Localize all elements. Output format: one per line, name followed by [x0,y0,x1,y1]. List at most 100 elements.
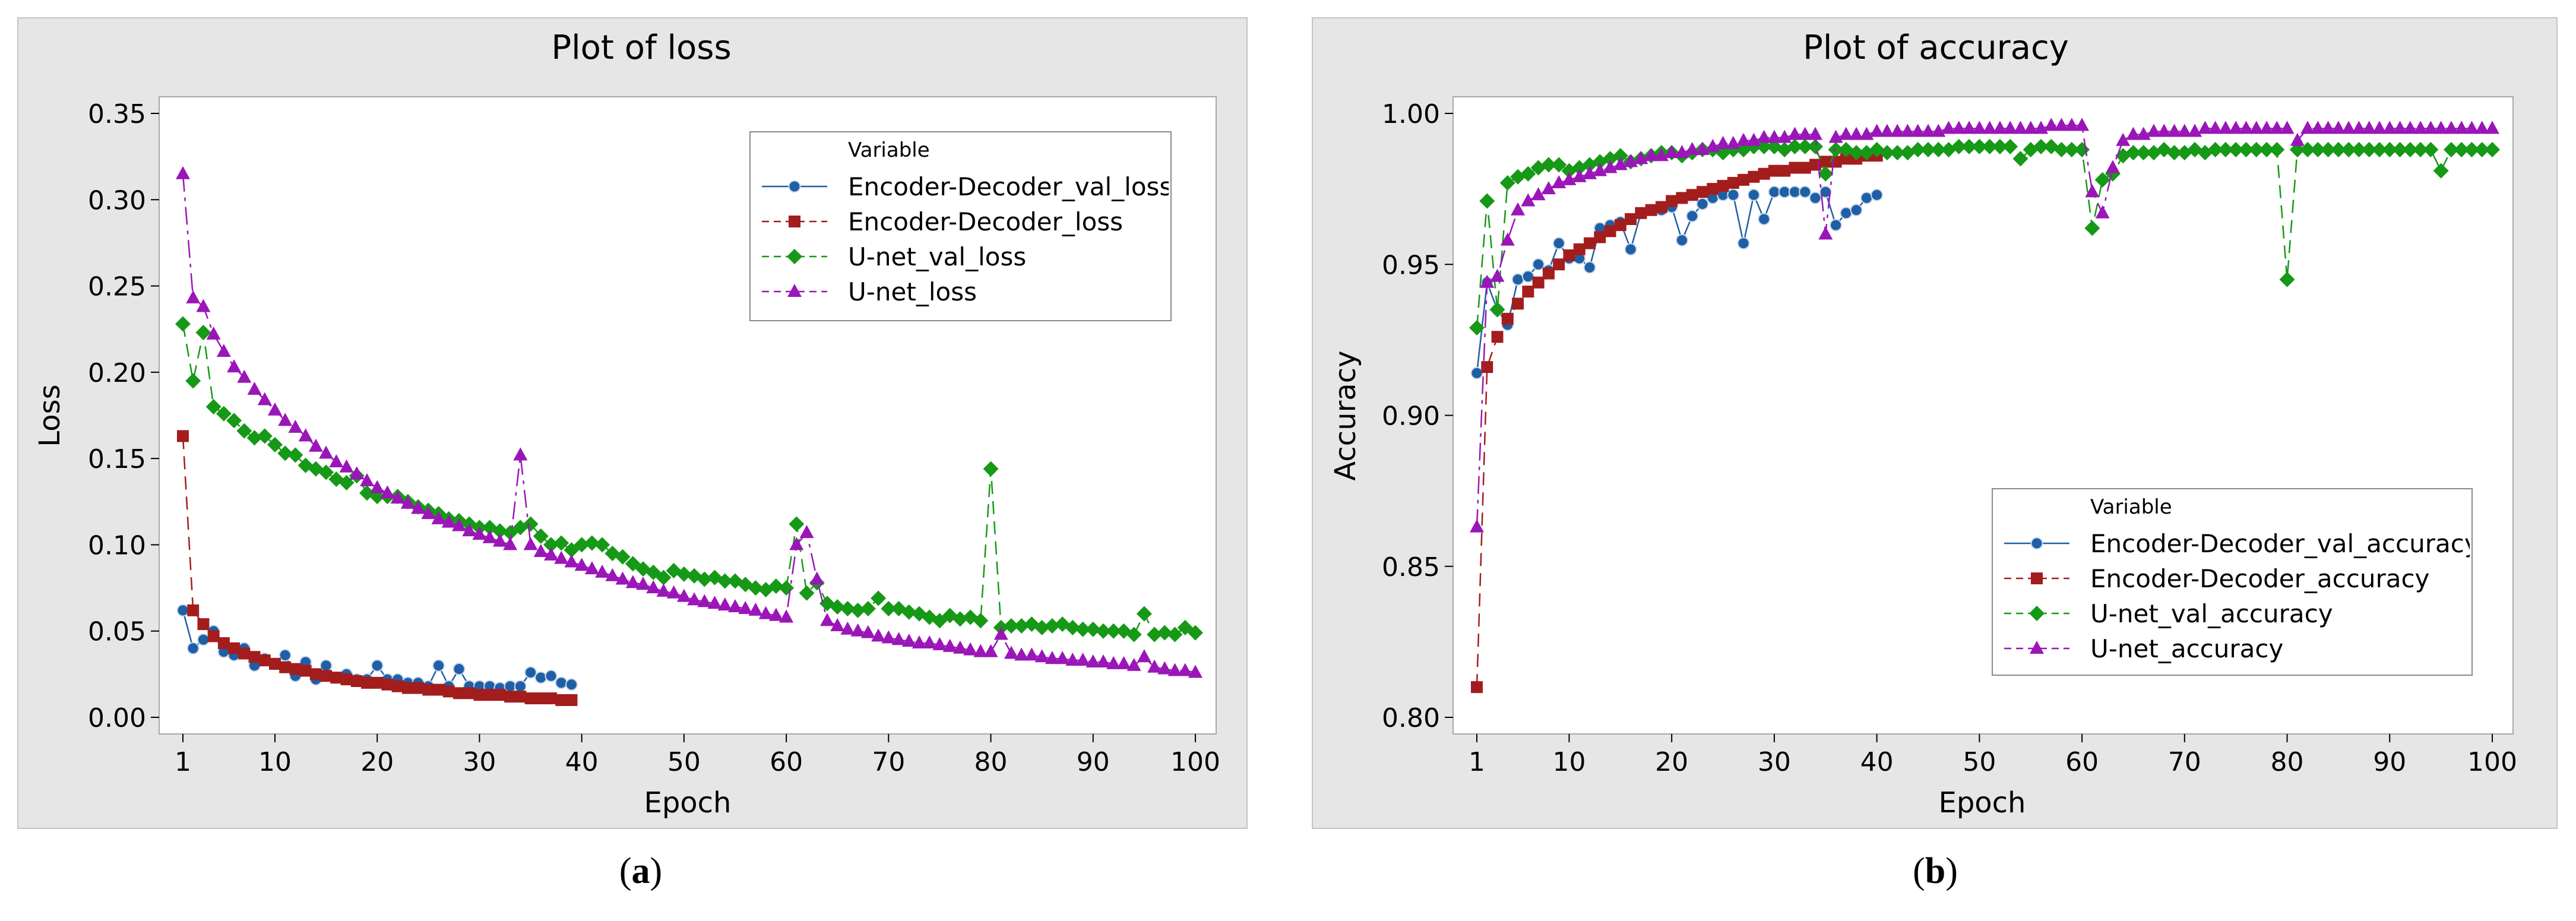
data-point [176,604,189,617]
data-point [2279,271,2295,287]
data-point [1797,126,1812,140]
data-point [1126,626,1142,643]
legend-marker [2029,606,2045,621]
y-tick-label: 0.35 [88,99,146,129]
data-point [1859,145,1875,161]
data-point [197,618,210,631]
data-point [1500,232,1515,246]
data-point [554,550,569,564]
data-point [268,402,282,416]
data-point [2177,124,2192,137]
chart-title: Plot of loss [551,29,731,67]
data-point [247,381,262,395]
data-point [2464,121,2479,134]
data-point [1666,195,1678,207]
data-point [1818,166,1834,182]
data-point [2085,184,2100,198]
data-point [1470,366,1483,379]
data-point [401,682,414,694]
figure-caption: (b) [1913,851,1958,891]
data-point [2229,121,2243,134]
data-point [1879,124,1894,137]
data-point [279,648,292,662]
data-point [1879,145,1895,161]
data-point [2341,142,2357,158]
data-point [1157,661,1172,675]
data-point [687,592,702,606]
data-point [186,642,200,655]
data-point [789,516,805,532]
x-tick-label: 20 [360,747,394,777]
data-point [1840,153,1852,165]
series-line [1476,125,2492,527]
data-point [1055,651,1070,664]
data-point [2176,145,2192,161]
data-point [2392,142,2408,158]
data-point [1075,621,1091,637]
data-point [2013,121,2028,134]
data-point [1788,185,1801,198]
series-Encoder-Decoder_accuracy [1471,150,1883,694]
data-point [2403,121,2417,134]
data-point [1521,270,1534,283]
data-point [545,692,557,705]
y-tick-label: 0.80 [1382,703,1440,733]
data-point [952,640,967,654]
data-point [197,633,210,646]
data-point [2423,142,2439,158]
data-point [1972,121,1987,134]
data-point [676,566,692,582]
data-point [2321,121,2336,134]
data-point [625,575,640,588]
data-point [2228,142,2244,158]
x-tick-label: 10 [1552,747,1586,777]
data-point [1778,185,1791,198]
data-point [2330,142,2346,158]
data-point [176,166,190,179]
data-point [412,682,425,694]
data-point [1044,618,1060,634]
data-point [411,501,426,514]
data-point [452,663,466,676]
data-point [287,447,303,463]
data-point [1818,226,1833,240]
legend-marker [2030,537,2043,550]
data-point [248,651,261,663]
data-point [278,413,293,426]
data-point [431,511,446,524]
data-point [2023,121,2038,134]
data-point [1830,219,1843,232]
data-point [2310,142,2326,158]
y-tick-label: 0.15 [88,444,146,474]
data-point [492,523,508,539]
data-point [1685,142,1700,156]
data-point [768,578,784,594]
data-point [226,413,242,429]
data-point [1982,121,1997,134]
data-point [1808,138,1823,154]
data-point [1167,626,1183,643]
data-point [2116,132,2131,146]
data-point [553,535,569,551]
data-point [492,533,507,547]
data-point [891,632,906,645]
legend-marker [787,249,802,264]
data-point [1541,181,1556,195]
data-point [1045,651,1059,664]
data-point [361,676,373,689]
data-point [1686,189,1698,201]
legend-marker [787,284,802,297]
data-point [2485,121,2499,134]
data-point [1479,193,1495,209]
data-point [1727,188,1740,201]
data-point [1890,124,1905,137]
legend-entry: Encoder-Decoder_val_accuracy [2090,529,2479,558]
data-point [1553,258,1565,271]
data-point [1717,180,1729,192]
data-point [2280,121,2295,134]
data-point [1542,267,1555,280]
data-point [441,514,456,528]
y-tick-label: 1.00 [1382,99,1440,129]
x-tick-label: 40 [565,747,599,777]
